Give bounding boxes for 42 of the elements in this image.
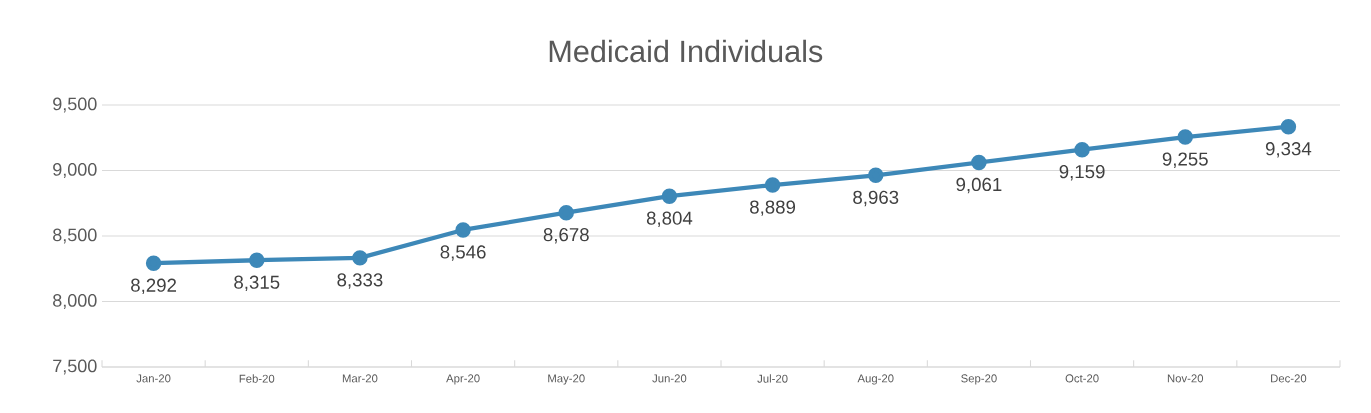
x-tick-label: Jan-20 (136, 374, 171, 383)
point (661, 188, 678, 204)
x-tick-label: Jun-20 (652, 374, 687, 383)
point (764, 177, 781, 193)
data-label: 8,678 (543, 228, 589, 244)
data-label: 8,804 (646, 211, 693, 227)
chart-title: Medicaid Individuals (549, 39, 823, 63)
data-label: 9,061 (956, 177, 1002, 194)
x-tick-label: Mar-20 (342, 374, 378, 383)
y-tick-label: 7,500 (53, 359, 97, 375)
x-tick-label: Dec-20 (1271, 374, 1307, 383)
x-tick-label: May-20 (548, 374, 585, 385)
x-tick-label: Feb-20 (239, 374, 275, 383)
x-tick-label: Jul-20 (757, 374, 788, 383)
y-tick-label: 9,500 (53, 97, 97, 113)
point (971, 154, 987, 171)
data-label: 8,963 (853, 190, 899, 207)
point (868, 167, 884, 184)
y-tick-label: 8,000 (53, 294, 97, 309)
point (1280, 119, 1297, 135)
data-label: 8,292 (131, 278, 177, 295)
point (352, 250, 368, 266)
point (558, 204, 574, 221)
data-label: 8,889 (750, 200, 796, 216)
data-label: 9,334 (1265, 142, 1312, 158)
point (1074, 141, 1090, 158)
y-tick-label: 9,000 (53, 163, 97, 178)
point (249, 252, 265, 268)
y-tick-label: 8,500 (53, 228, 97, 244)
x-tick-label: Nov-20 (1167, 374, 1204, 383)
data-label: 9,159 (1059, 165, 1105, 181)
data-label: 8,315 (234, 275, 280, 292)
point (455, 222, 471, 238)
data-label: 8,546 (440, 245, 486, 261)
point (145, 255, 162, 271)
x-tick-label: Aug-20 (857, 374, 894, 385)
x-tick-label: Oct-20 (1065, 374, 1099, 383)
data-label: 8,333 (337, 273, 383, 289)
point (1177, 129, 1193, 145)
data-label: 9,255 (1162, 152, 1208, 168)
x-tick-label: Apr-20 (446, 374, 480, 385)
x-tick-label: Sep-20 (961, 374, 997, 385)
